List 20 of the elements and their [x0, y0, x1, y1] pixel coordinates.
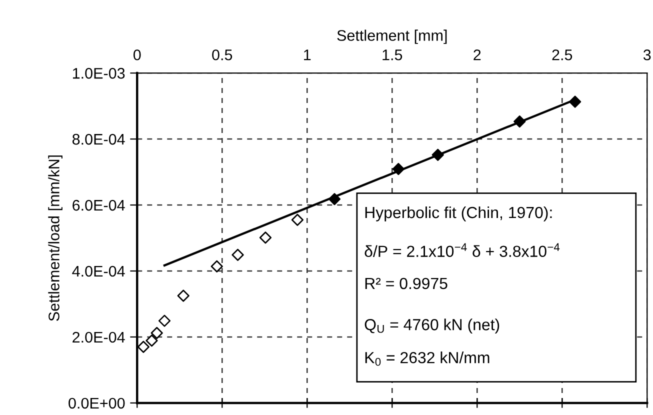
x-tick-label: 3	[643, 49, 651, 60]
x-axis-title: Settlement [mm]	[337, 30, 447, 44]
annotation: Hyperbolic fit (Chin, 1970):	[365, 206, 552, 222]
annotation: Q$_{U}$ = 4760 kN (net)	[364, 318, 500, 334]
y-axis-title: Settlement/load [mm/kN]	[48, 155, 62, 321]
annotation: R² = 0.9975	[365, 278, 448, 290]
annotation: δ/P = 2.1x10$^{−4}$ δ + 3.8x10$^{−4}$	[364, 243, 560, 257]
annotation: K$_{0}$ = 2632 kN/mm	[365, 352, 490, 366]
y-tick-label: 0.0E+00	[68, 398, 125, 409]
x-tick-label: 2.5	[552, 49, 572, 60]
x-tick-label: 1	[304, 50, 311, 60]
y-tick-label: 6.0E-04	[72, 200, 125, 211]
x-tick-label: 2	[474, 49, 481, 60]
y-tick-label: 1.0E-03	[72, 68, 125, 79]
y-tick-label: 4.0E-04	[72, 266, 125, 277]
y-tick-label: 2.0E-04	[72, 332, 125, 343]
x-tick-label: 0	[133, 49, 141, 60]
x-tick-label: 1.5	[382, 50, 402, 60]
x-tick-label: 0.5	[212, 49, 232, 60]
y-tick-label: 8.0E-04	[72, 134, 125, 145]
